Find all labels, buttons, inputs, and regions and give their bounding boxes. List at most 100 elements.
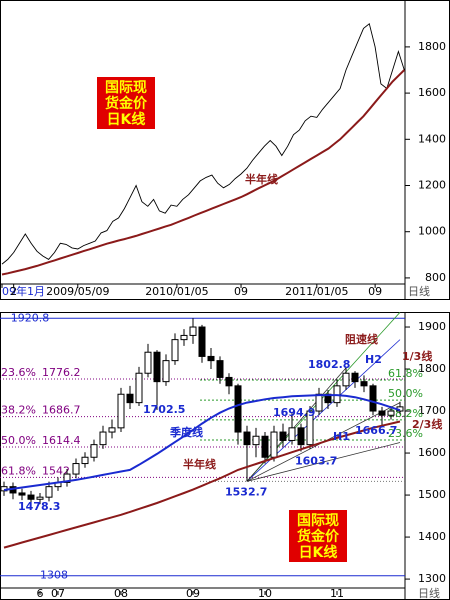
- top-frame: [0, 0, 450, 300]
- candle-body: [243, 431, 251, 446]
- candle-body: [99, 431, 107, 446]
- chart-title: 日K线: [299, 544, 338, 561]
- x-unit: 日线: [408, 284, 430, 298]
- y-tick-label: 1400: [418, 132, 446, 145]
- candle-body: [81, 456, 89, 465]
- price-label: 1603.7: [295, 454, 337, 467]
- y-tick-label: 1400: [418, 530, 446, 543]
- chart-title: 国际现: [105, 80, 147, 96]
- x-tick-label: 08: [114, 587, 128, 600]
- green-level-label: 23.6%: [388, 427, 423, 440]
- title-box: [289, 510, 347, 562]
- candle-body: [270, 431, 278, 458]
- candle-body: [189, 326, 197, 336]
- x-tick-label: 07: [51, 587, 65, 600]
- line: [3, 394, 401, 491]
- y-tick-label: 1600: [418, 86, 446, 99]
- candle-body: [63, 473, 71, 483]
- annotation: H2: [365, 353, 382, 366]
- annotation: 2/3线: [412, 417, 442, 431]
- candle-body: [369, 385, 377, 412]
- level-ratio: 61.8%: [1, 464, 36, 477]
- level-label: 1542: [42, 464, 70, 477]
- candle-body: [180, 334, 188, 341]
- trend-line: [246, 442, 401, 482]
- annotation: 1/3线: [402, 349, 432, 363]
- y-tick-label: 800: [425, 271, 446, 284]
- series-label: 季度线: [169, 425, 203, 439]
- candle-body: [162, 360, 170, 383]
- candle-body: [117, 393, 125, 429]
- price-label: 1702.5: [143, 403, 185, 416]
- title-box: [97, 77, 155, 129]
- price-label: 1478.3: [18, 500, 60, 513]
- series-label: 半年线: [183, 457, 216, 471]
- candle-body: [144, 351, 152, 374]
- y-tick-label: 1900: [418, 320, 446, 333]
- x-unit: 日线: [418, 586, 440, 600]
- candle-body: [72, 463, 80, 475]
- level-label: 1308: [40, 569, 68, 582]
- y-tick-label: 1500: [418, 488, 446, 501]
- green-level-label: 61.8%: [388, 367, 423, 380]
- price-label: 1694.9: [273, 406, 315, 419]
- chart-title: 货金价: [296, 528, 340, 545]
- line: [1, 23, 405, 265]
- line: [3, 420, 401, 549]
- candle-body: [198, 326, 206, 357]
- candle-body: [207, 355, 215, 362]
- x-tick-label: 11: [330, 587, 344, 600]
- x-tick-label: 6: [37, 587, 44, 600]
- candle-body: [27, 494, 35, 500]
- level-ratio: 38.2%: [1, 404, 36, 417]
- x-tick-label: 09: [234, 285, 248, 298]
- candle-body: [360, 381, 368, 387]
- chart-title: 日K线: [107, 111, 146, 128]
- level-label: 1776.2: [42, 366, 81, 379]
- bottom-frame: [0, 312, 450, 600]
- price-label: 1532.7: [225, 485, 267, 498]
- annotation: 阻速线: [345, 332, 378, 346]
- green-level-label: 50.0%: [388, 387, 423, 400]
- y-tick-label: 1000: [418, 225, 446, 238]
- x-tick-label: 10: [258, 587, 272, 600]
- level-ratio: 23.6%: [1, 366, 36, 379]
- candle-body: [153, 351, 161, 383]
- price-label: 1666.7: [355, 424, 397, 437]
- candle-body: [216, 360, 224, 378]
- annotation: H1: [333, 430, 350, 443]
- x-tick-label: 09年1月: [2, 284, 45, 298]
- candle-body: [36, 496, 44, 500]
- candle-body: [135, 372, 143, 404]
- candle-body: [45, 486, 53, 498]
- x-tick-label: 2010/01/05: [145, 285, 208, 298]
- candle-body: [315, 393, 323, 412]
- chart-title: 国际现: [297, 513, 339, 529]
- candle-body: [225, 376, 233, 387]
- y-tick-label: 1300: [418, 572, 446, 585]
- price-label: 1802.8: [308, 358, 350, 371]
- candle-body: [306, 410, 314, 446]
- candle-body: [252, 435, 260, 446]
- candle-body: [126, 393, 134, 404]
- level-label: 1614.4: [42, 434, 81, 447]
- x-tick-label: 09: [186, 587, 200, 600]
- y-tick-label: 1200: [418, 179, 446, 192]
- chart-title: 货金价: [104, 95, 148, 112]
- x-tick-label: 2: [10, 285, 17, 298]
- candle-body: [288, 427, 296, 441]
- candle-body: [378, 410, 386, 416]
- y-tick-label: 1800: [418, 40, 446, 53]
- level-label: 1920.8: [11, 311, 50, 324]
- level-label: 1686.7: [42, 404, 81, 417]
- y-tick-label: 1600: [418, 446, 446, 459]
- line: [1, 69, 406, 276]
- candle-body: [171, 339, 179, 362]
- candle-body: [342, 372, 350, 387]
- y-tick-label: 1700: [418, 404, 446, 417]
- series-label: 半年线: [245, 172, 278, 186]
- candle-body: [261, 435, 269, 458]
- level-ratio: 50.0%: [1, 434, 36, 447]
